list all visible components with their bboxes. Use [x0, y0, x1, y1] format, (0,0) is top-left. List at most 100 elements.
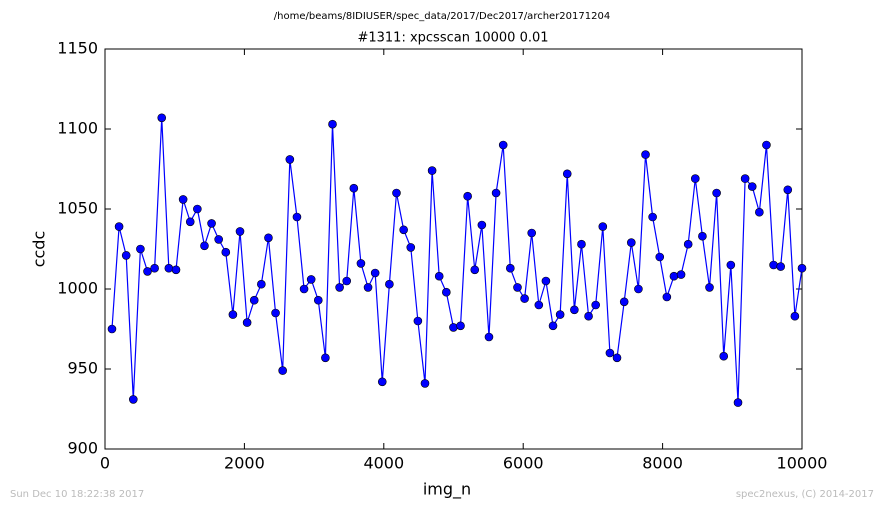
- data-point: [434, 271, 444, 281]
- data-point: [662, 292, 672, 302]
- data-point: [577, 239, 586, 249]
- y-tick-label: 1100: [57, 119, 98, 138]
- data-point: [377, 377, 387, 387]
- data-point: [520, 294, 529, 303]
- data-point: [477, 220, 487, 230]
- data-point: [406, 243, 416, 252]
- x-tick-label: 4000: [363, 454, 404, 473]
- plot-frame: [104, 48, 803, 450]
- data-point: [150, 263, 159, 273]
- data-point: [299, 284, 309, 294]
- y-tick-label: 1050: [57, 199, 98, 218]
- data-point: [207, 219, 216, 228]
- data-point: [534, 300, 544, 310]
- data-point: [719, 351, 729, 361]
- x-axis-label: img_n: [423, 480, 471, 500]
- data-point: [442, 287, 451, 297]
- data-point: [527, 228, 537, 238]
- data-point: [349, 183, 359, 193]
- data-point: [484, 332, 494, 342]
- data-point: [228, 310, 238, 319]
- data-point: [676, 270, 686, 279]
- data-point: [164, 263, 174, 273]
- y-tick-label: 950: [67, 359, 98, 378]
- data-point: [342, 276, 352, 286]
- y-tick-label: 1000: [57, 279, 98, 298]
- data-point: [463, 191, 472, 201]
- x-tick-label: 10000: [777, 454, 828, 473]
- footer-right: spec2nexus, (C) 2014-2017: [736, 489, 874, 500]
- data-point: [399, 225, 408, 235]
- data-point: [235, 227, 245, 236]
- x-tick-label: 6000: [503, 454, 544, 473]
- data-point: [555, 310, 565, 319]
- data-point: [470, 265, 480, 275]
- data-point: [619, 297, 629, 307]
- data-point: [257, 279, 266, 289]
- data-point: [214, 235, 223, 244]
- data-point: [698, 231, 707, 241]
- data-point: [541, 276, 551, 286]
- data-point: [306, 275, 316, 284]
- data-point: [356, 259, 366, 268]
- data-point: [143, 267, 152, 276]
- data-point: [790, 311, 800, 321]
- y-axis-label: ccdc: [30, 231, 49, 268]
- data-point: [705, 283, 714, 292]
- data-point: [726, 260, 736, 270]
- data-point: [328, 119, 337, 129]
- x-tick-label: 0: [100, 454, 110, 473]
- data-point: [733, 398, 743, 407]
- data-point: [591, 300, 600, 310]
- data-point: [370, 268, 380, 278]
- data-point: [321, 353, 330, 363]
- data-point: [641, 150, 650, 159]
- data-point: [363, 283, 373, 292]
- data-point: [427, 166, 437, 175]
- data-point: [776, 262, 785, 271]
- data-point: [456, 321, 465, 331]
- data-point: [278, 366, 287, 375]
- data-point: [634, 284, 643, 294]
- data-point: [193, 204, 202, 214]
- x-tick-label: 2000: [224, 454, 265, 473]
- data-point: [690, 174, 700, 183]
- data-point: [449, 323, 458, 332]
- data-point: [783, 185, 793, 195]
- data-point: [506, 263, 515, 273]
- data-point: [157, 113, 167, 123]
- data-point: [513, 283, 522, 292]
- data-point: [221, 247, 231, 257]
- data-point: [655, 252, 665, 262]
- data-point: [385, 279, 394, 289]
- data-point: [683, 239, 693, 249]
- data-point: [178, 195, 188, 204]
- data-point: [769, 260, 778, 270]
- data-point: [712, 188, 721, 198]
- data-point: [605, 348, 615, 358]
- data-point: [242, 318, 252, 327]
- data-point: [185, 217, 195, 227]
- data-point: [762, 140, 771, 150]
- data-line: [111, 117, 803, 403]
- data-point: [128, 395, 138, 404]
- data-point: [755, 207, 764, 217]
- footer-left: Sun Dec 10 18:22:38 2017: [10, 489, 144, 500]
- data-point: [335, 283, 344, 292]
- data-point: [200, 241, 209, 251]
- data-point: [669, 271, 679, 281]
- y-tick-label: 900: [67, 439, 98, 458]
- chart-title: #1311: xpcsscan 10000 0.01: [357, 31, 548, 46]
- data-point: [114, 222, 124, 231]
- data-point: [584, 311, 593, 321]
- data-point: [392, 188, 401, 198]
- data-point: [285, 155, 295, 164]
- data-point: [570, 305, 579, 315]
- data-point: [612, 353, 622, 363]
- data-point: [121, 251, 131, 260]
- data-point: [271, 308, 280, 318]
- x-tick-label: 8000: [642, 454, 683, 473]
- data-point: [498, 140, 508, 150]
- data-point: [747, 182, 757, 191]
